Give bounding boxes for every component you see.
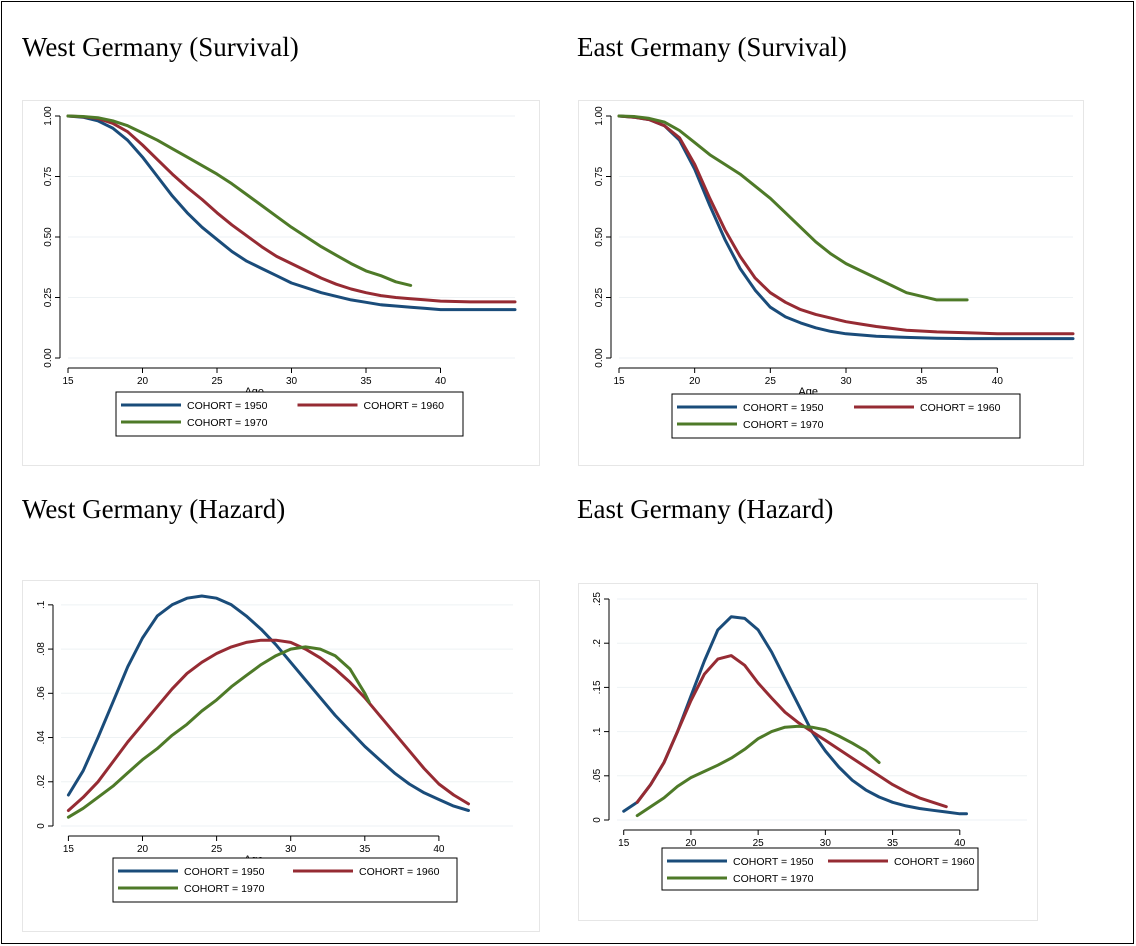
- x-tick-label: 30: [820, 838, 832, 849]
- series-line-1950: [622, 615, 968, 816]
- x-tick-label: 20: [685, 838, 697, 849]
- y-tick-label: 0: [592, 817, 603, 823]
- legend-box: [671, 393, 1021, 439]
- x-tick-label: 15: [62, 376, 74, 387]
- y-tick-label: .15: [592, 680, 603, 694]
- legend-label: COHORT = 1950: [733, 856, 814, 868]
- chart-west-hazard-svg: 0.02.04.06.08.1152025303540AgeCOHORT = 1…: [36, 594, 513, 903]
- x-tick-label: 20: [689, 376, 701, 387]
- legend-label: COHORT = 1950: [187, 400, 268, 412]
- y-tick-label: .1: [592, 727, 603, 736]
- legend-label: COHORT = 1960: [920, 402, 1001, 414]
- x-tick-label: 15: [613, 376, 625, 387]
- legend-label: COHORT = 1970: [184, 883, 265, 895]
- legend-label: COHORT = 1950: [743, 402, 824, 414]
- x-tick-label: 40: [433, 844, 445, 855]
- x-tick-label: 25: [211, 844, 223, 855]
- panel-title-east-survival: East Germany (Survival): [577, 32, 847, 62]
- panel-title-east-hazard: East Germany (Hazard): [577, 494, 834, 524]
- chart-west-survival-svg: 0.000.250.500.751.00152025303540AgeCOHOR…: [43, 106, 517, 437]
- series-line-1960: [66, 638, 470, 812]
- x-tick-label: 25: [211, 376, 223, 387]
- series-line-1960: [617, 114, 1075, 336]
- panel-title-west-hazard: West Germany (Hazard): [22, 494, 286, 524]
- x-tick-label: 40: [954, 838, 966, 849]
- series-line-1950: [66, 594, 470, 812]
- y-tick-label: 0.75: [594, 166, 605, 186]
- legend-label: COHORT = 1970: [743, 419, 824, 431]
- x-tick-label: 20: [137, 376, 149, 387]
- legend-label: COHORT = 1960: [894, 856, 975, 868]
- panel-title-west-survival: West Germany (Survival): [22, 32, 299, 62]
- y-tick-label: .04: [36, 730, 47, 744]
- y-tick-label: 0: [36, 823, 47, 829]
- x-tick-label: 30: [285, 844, 297, 855]
- x-tick-label: 15: [63, 844, 75, 855]
- legend-label: COHORT = 1960: [359, 866, 440, 878]
- y-tick-label: .08: [36, 642, 47, 656]
- y-tick-label: 0.00: [43, 348, 54, 368]
- legend-label: COHORT = 1960: [364, 400, 445, 412]
- chart-west-survival: 0.000.250.500.751.00152025303540AgeCOHOR…: [22, 100, 540, 466]
- y-tick-label: 1.00: [43, 106, 54, 126]
- x-tick-label: 15: [618, 838, 630, 849]
- y-tick-label: 1.00: [594, 106, 605, 126]
- x-tick-label: 25: [765, 376, 777, 387]
- x-tick-label: 20: [137, 844, 149, 855]
- legend-box: [115, 391, 464, 437]
- legend-label: COHORT = 1970: [187, 417, 268, 429]
- chart-east-survival: 0.00 0.25 0.50 0.75 1.00 15 20 25 30 35 40 Age COHOR…: [578, 100, 1084, 466]
- x-tick-label: 35: [916, 376, 928, 387]
- x-tick-label: 40: [435, 376, 447, 387]
- y-tick-label: .06: [36, 686, 47, 700]
- legend-label: COHORT = 1950: [184, 866, 265, 878]
- series-line-1970: [66, 645, 371, 819]
- y-tick-label: 0.25: [594, 287, 605, 307]
- series-line-1970: [635, 724, 881, 818]
- y-tick-label: .2: [592, 639, 603, 648]
- x-tick-label: 40: [992, 376, 1004, 387]
- y-tick-label: 0.50: [43, 227, 54, 247]
- series-line-1950: [66, 114, 517, 312]
- y-tick-label: 0.75: [43, 166, 54, 186]
- y-tick-label: 0.00: [594, 348, 605, 368]
- x-tick-label: 35: [360, 376, 372, 387]
- x-tick-label: 35: [887, 838, 899, 849]
- chart-east-hazard-svg: 0.05.1.15.2.25152025303540AgeCOHORT = 19…: [592, 592, 1027, 891]
- series-line-1960: [635, 654, 948, 809]
- y-tick-label: 0.25: [43, 287, 54, 307]
- series-line-1970: [617, 114, 969, 302]
- x-tick-label: 25: [753, 838, 765, 849]
- series-line-1960: [66, 114, 517, 304]
- x-tick-label: 35: [359, 844, 371, 855]
- y-tick-label: 0.50: [594, 227, 605, 247]
- x-tick-label: 30: [840, 376, 852, 387]
- y-tick-label: .05: [592, 768, 603, 782]
- y-tick-label: .25: [592, 592, 603, 606]
- series-line-1970: [66, 114, 413, 287]
- legend-label: COHORT = 1970: [733, 873, 814, 885]
- y-tick-label: .02: [36, 774, 47, 788]
- x-tick-label: 30: [286, 376, 298, 387]
- y-tick-label: .1: [36, 600, 47, 609]
- legend-box: [112, 857, 458, 903]
- legend-box: [661, 847, 979, 891]
- chart-east-hazard: 0.05.1.15.2.25152025303540AgeCOHORT = 19…: [578, 583, 1038, 921]
- chart-west-hazard: 0.02.04.06.08.1152025303540AgeCOHORT = 1…: [22, 580, 540, 932]
